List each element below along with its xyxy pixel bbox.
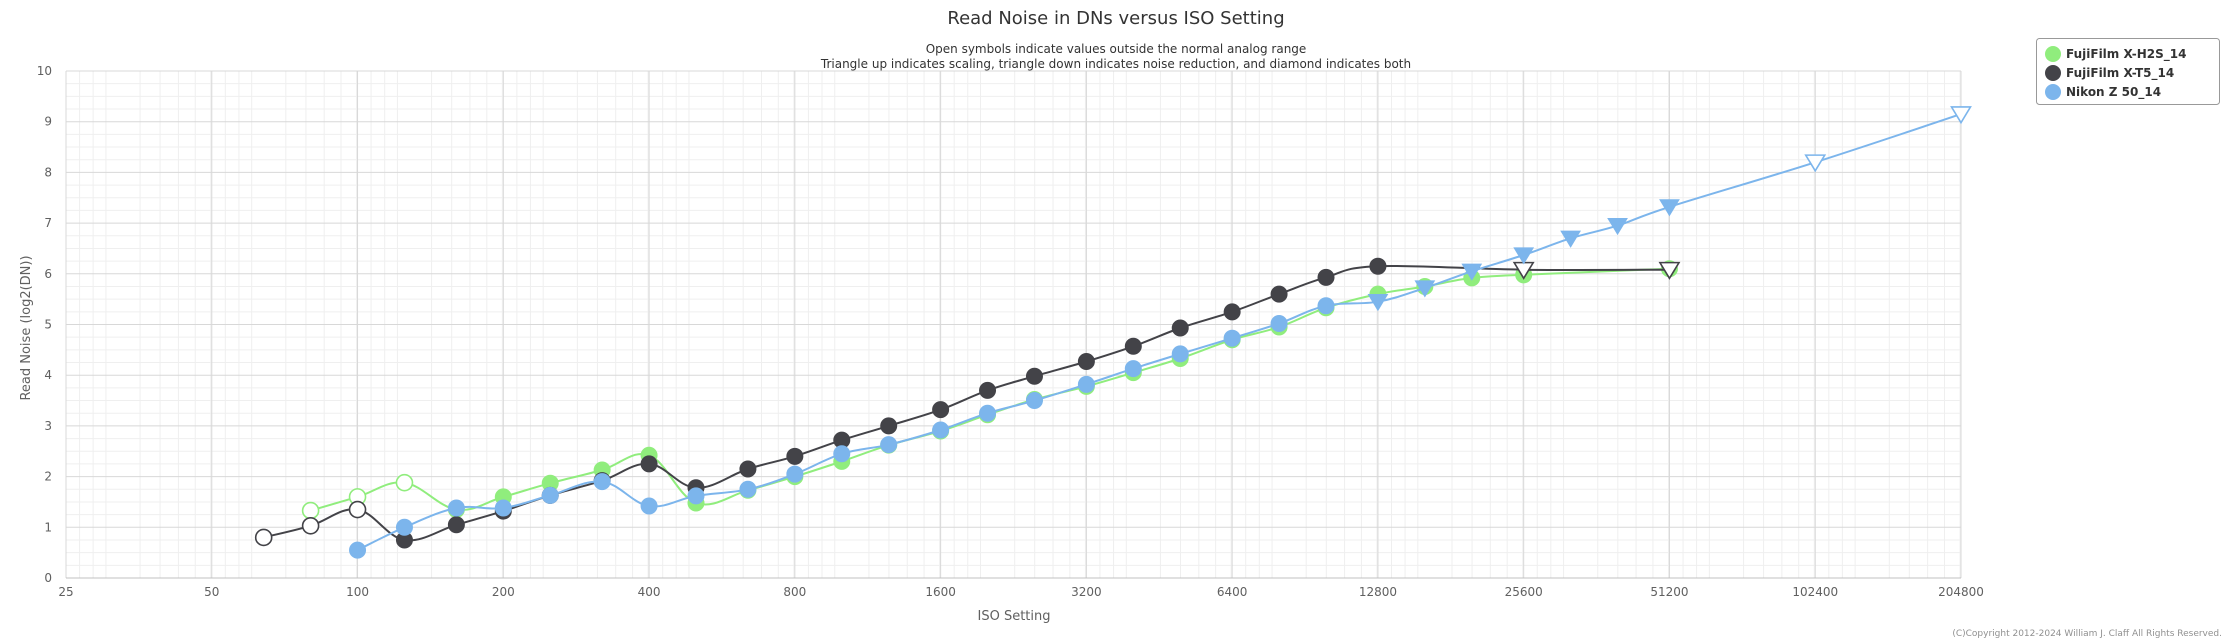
series-fujifilm-xt5-point[interactable]	[786, 447, 804, 465]
series-nikon-z50-point[interactable]	[687, 487, 705, 505]
x-tick-label: 25600	[1505, 585, 1543, 599]
series-nikon-z50	[349, 106, 1972, 559]
x-tick-label: 204800	[1938, 585, 1984, 599]
x-tick-label: 400	[638, 585, 661, 599]
y-tick-label: 7	[44, 216, 52, 230]
y-tick-label: 8	[44, 165, 52, 179]
series-nikon-z50-point[interactable]	[833, 445, 851, 463]
x-tick-label: 51200	[1650, 585, 1688, 599]
chart-subtitle-line-2: Triangle up indicates scaling, triangle …	[820, 57, 1411, 71]
legend-marker	[2045, 65, 2061, 81]
x-tick-label: 100	[346, 585, 369, 599]
series-fujifilm-xt5-point[interactable]	[1171, 319, 1189, 337]
series-nikon-z50-point[interactable]	[880, 436, 898, 454]
series-fujifilm-xt5-point[interactable]	[1124, 337, 1142, 355]
series-fujifilm-xt5-point[interactable]	[1025, 367, 1043, 385]
series-fujifilm-xt5-point[interactable]	[254, 528, 273, 547]
chart-title: Read Noise in DNs versus ISO Setting	[947, 8, 1284, 29]
x-tick-label: 3200	[1071, 585, 1102, 599]
y-tick-label: 5	[44, 318, 52, 332]
legend-label: Nikon Z 50_14	[2066, 85, 2161, 100]
x-tick-label: 50	[204, 585, 219, 599]
series-nikon-z50-point[interactable]	[1659, 199, 1680, 217]
grid	[65, 70, 1962, 579]
series-nikon-z50-point[interactable]	[640, 497, 658, 515]
legend-label: FujiFilm X-H2S_14	[2066, 47, 2186, 62]
legend-marker	[2045, 84, 2061, 100]
series-fujifilm-xt5-point[interactable]	[739, 460, 757, 478]
legend-marker	[2045, 46, 2061, 62]
series-nikon-z50-point[interactable]	[494, 499, 512, 517]
series-fujifilm-xt5-point[interactable]	[1658, 261, 1681, 280]
y-tick-label: 0	[44, 571, 52, 585]
series-fujifilm-xh2s-point[interactable]	[395, 473, 414, 492]
y-tick-label: 2	[44, 470, 52, 484]
x-tick-label: 800	[783, 585, 806, 599]
y-tick-label: 4	[44, 368, 52, 382]
series-nikon-z50-point[interactable]	[1124, 360, 1142, 378]
legend: FujiFilm X-H2S_14 FujiFilm X-T5_14 Nikon Z…	[2036, 38, 2220, 105]
legend-item[interactable]: FujiFilm X-T5_14	[2045, 65, 2174, 81]
x-tick-label: 25	[58, 585, 73, 599]
x-axis-title: ISO Setting	[978, 609, 1051, 624]
series-nikon-z50-point[interactable]	[1414, 280, 1436, 298]
series-fujifilm-xt5-point[interactable]	[348, 500, 367, 519]
series-nikon-z50-point[interactable]	[1607, 218, 1628, 236]
series-nikon-z50-point[interactable]	[541, 486, 559, 504]
series-fujifilm-xt5-point[interactable]	[880, 417, 898, 435]
series-nikon-z50-point[interactable]	[447, 499, 465, 517]
series-nikon-z50-point[interactable]	[1950, 106, 1972, 125]
y-tick-label: 10	[37, 64, 52, 78]
series-fujifilm-xt5-point[interactable]	[1317, 268, 1335, 286]
series-nikon-z50-point[interactable]	[593, 473, 611, 491]
legend-box	[2036, 38, 2220, 105]
series-fujifilm-xt5-point[interactable]	[979, 381, 997, 399]
series-nikon-z50-point[interactable]	[1025, 392, 1043, 410]
series-nikon-z50-point[interactable]	[1804, 154, 1827, 173]
legend-item[interactable]: FujiFilm X-H2S_14	[2045, 46, 2186, 62]
series-nikon-z50-point[interactable]	[1317, 297, 1335, 315]
y-tick-label: 1	[44, 520, 52, 534]
series-nikon-z50-point[interactable]	[1560, 230, 1582, 248]
series-fujifilm-xh2s-point[interactable]	[301, 501, 320, 520]
series-fujifilm-xt5-point[interactable]	[640, 455, 658, 473]
series-nikon-z50-point[interactable]	[349, 541, 367, 559]
series-nikon-z50-point[interactable]	[979, 404, 997, 422]
series-fujifilm-xt5-point[interactable]	[1270, 285, 1288, 303]
series-nikon-z50-point[interactable]	[1171, 345, 1189, 363]
series-nikon-z50-point[interactable]	[1461, 263, 1483, 281]
legend-item[interactable]: Nikon Z 50_14	[2045, 84, 2161, 100]
series-nikon-z50-point[interactable]	[395, 518, 413, 536]
series-nikon-z50-point[interactable]	[1367, 294, 1389, 312]
series-nikon-z50-point[interactable]	[1513, 247, 1535, 265]
series-fujifilm-xt5-point[interactable]	[1223, 303, 1241, 321]
x-tick-label: 200	[492, 585, 515, 599]
credits: (C)Copyright 2012-2024 William J. Claff …	[1952, 629, 2222, 639]
y-tick-label: 9	[44, 115, 52, 129]
chart-subtitle-line-1: Open symbols indicate values outside the…	[926, 42, 1307, 56]
x-tick-label: 102400	[1792, 585, 1838, 599]
series-fujifilm-xt5-point[interactable]	[301, 516, 320, 535]
x-tick-label: 1600	[925, 585, 956, 599]
y-tick-label: 3	[44, 419, 52, 433]
axes: 25 50 100 200 400 800 1600 3200 6400 12800 25600 51…	[37, 64, 1984, 599]
series	[254, 106, 1972, 559]
series-nikon-z50-point[interactable]	[786, 465, 804, 483]
legend-label: FujiFilm X-T5_14	[2066, 66, 2174, 81]
y-tick-label: 6	[44, 267, 52, 281]
series-nikon-z50-point[interactable]	[1223, 329, 1241, 347]
x-tick-label: 6400	[1217, 585, 1248, 599]
series-fujifilm-xt5-point[interactable]	[932, 401, 950, 419]
series-nikon-z50-point[interactable]	[739, 480, 757, 498]
series-nikon-z50-point[interactable]	[932, 421, 950, 439]
series-nikon-z50-point[interactable]	[1077, 375, 1095, 393]
series-fujifilm-xt5-point[interactable]	[447, 516, 465, 534]
y-axis-title: Read Noise (log2(DN))	[19, 255, 34, 400]
series-fujifilm-xt5-point[interactable]	[1369, 257, 1387, 275]
series-fujifilm-xt5-point[interactable]	[1077, 353, 1095, 371]
series-nikon-z50-point[interactable]	[1270, 314, 1288, 332]
x-tick-label: 12800	[1359, 585, 1397, 599]
